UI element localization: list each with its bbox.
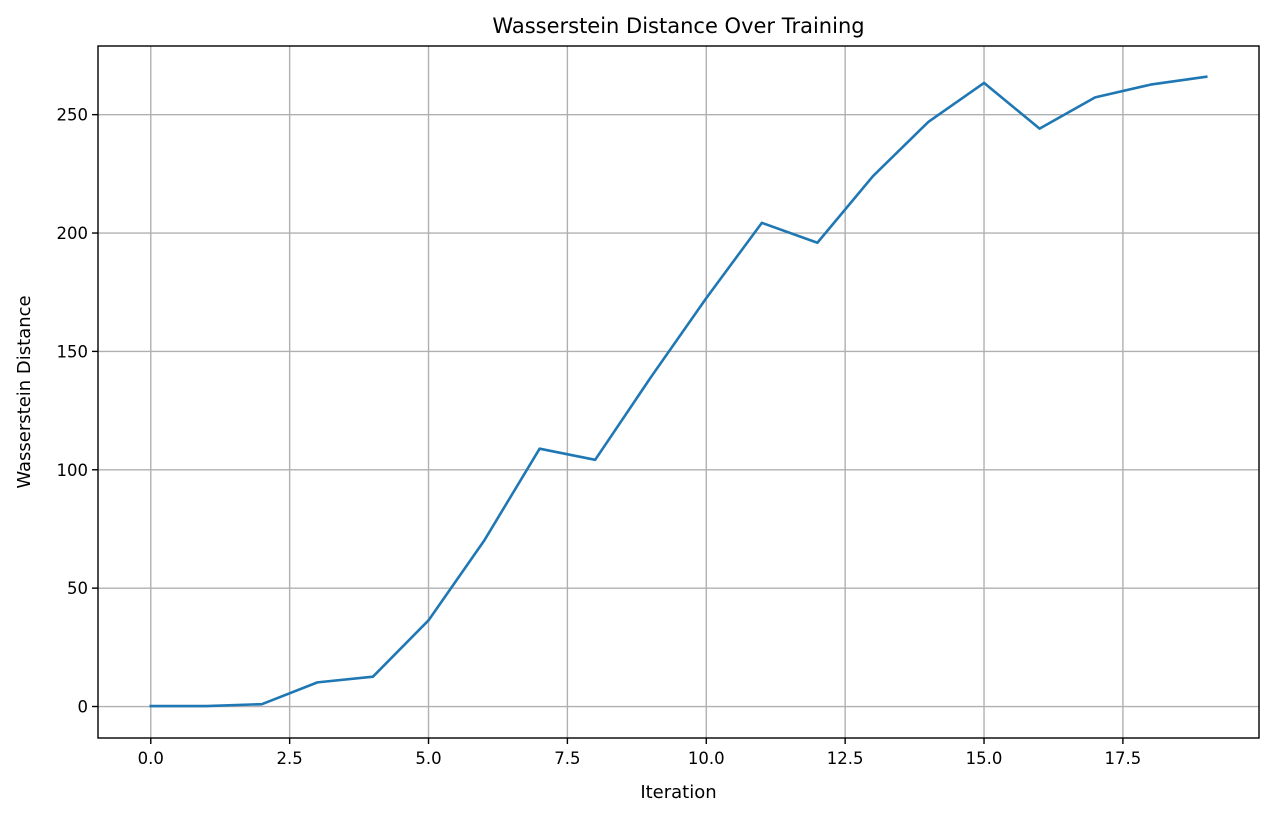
x-tick-label: 2.5: [277, 749, 303, 768]
y-tick-label: 250: [57, 106, 89, 125]
axis-ticks: 0.0 2.5 5.0 7.5 10.0 12.5 15.0 17.5 0 50 100 150 200…: [57, 106, 1142, 768]
x-tick-label: 15.0: [966, 749, 1003, 768]
y-axis-label: Wasserstein Distance: [14, 295, 35, 488]
y-tick-label: 0: [78, 698, 89, 717]
x-tick-label: 0.0: [138, 749, 164, 768]
y-tick-label: 200: [57, 224, 89, 243]
x-tick-label: 5.0: [415, 749, 441, 768]
plot-area: [149, 75, 1208, 708]
y-tick-label: 50: [67, 579, 88, 598]
x-tick-label: 7.5: [554, 749, 580, 768]
chart-title: Wasserstein Distance Over Training: [492, 14, 864, 38]
x-tick-label: 12.5: [827, 749, 864, 768]
axes-frame: [97, 45, 1260, 739]
x-tick-label: 17.5: [1105, 749, 1142, 768]
series-line: [149, 75, 1208, 708]
grid-lines: [98, 46, 1259, 738]
x-axis-label: Iteration: [640, 782, 716, 803]
x-tick-label: 10.0: [688, 749, 725, 768]
y-tick-label: 100: [57, 461, 89, 480]
y-tick-label: 150: [57, 342, 89, 361]
